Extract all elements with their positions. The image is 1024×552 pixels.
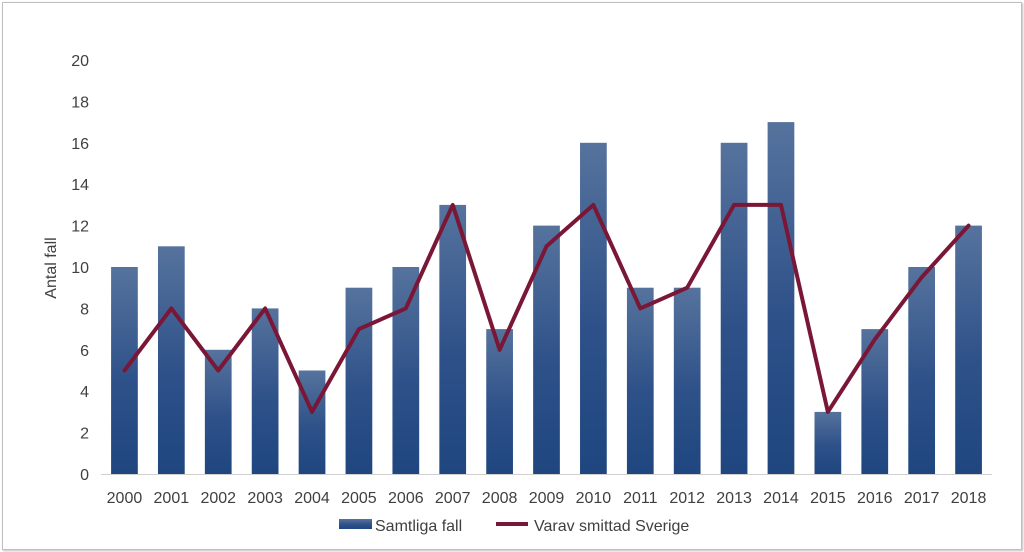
bar (814, 411, 842, 474)
y-tick-label: 0 (80, 467, 89, 484)
x-tick-label: 2003 (247, 490, 283, 507)
bar (298, 370, 326, 474)
y-tick-label: 8 (80, 301, 89, 318)
x-tick-label: 2014 (763, 490, 799, 507)
bar (673, 287, 701, 474)
x-tick-label: 2018 (951, 490, 987, 507)
bar-series (111, 122, 982, 475)
y-tick-label: 18 (71, 94, 89, 111)
bar (251, 308, 279, 474)
x-tick-label: 2010 (576, 490, 612, 507)
x-tick-label: 2017 (904, 490, 940, 507)
y-axis-label: Antal fall (43, 237, 60, 298)
bar (580, 142, 607, 475)
bar (720, 142, 748, 475)
x-tick-label: 2013 (716, 490, 752, 507)
x-tick-label: 2007 (435, 490, 471, 507)
x-tick-label: 2008 (482, 490, 518, 507)
x-axis: 2000 2001 2002 2003 2004 2005 2006 2007 2008 2009… (107, 490, 987, 507)
y-tick-label: 16 (71, 136, 89, 153)
legend-swatch-samtliga-fall (339, 519, 372, 529)
y-tick-label: 2 (80, 426, 89, 443)
x-tick-label: 2004 (294, 490, 330, 507)
bar (767, 122, 795, 474)
y-tick-label: 6 (80, 343, 89, 360)
legend: Samtliga fall Varav smittad Sverige (339, 518, 689, 535)
y-tick-label: 14 (71, 177, 89, 194)
x-tick-label: 2016 (857, 490, 893, 507)
x-tick-label: 2001 (154, 490, 190, 507)
bar (908, 267, 936, 474)
y-tick-label: 4 (80, 384, 89, 401)
y-axis: 0 2 4 6 8 10 12 14 16 18 20 (71, 53, 89, 484)
y-tick-label: 10 (71, 260, 89, 277)
y-tick-label: 20 (71, 53, 89, 70)
x-tick-label: 2000 (107, 490, 143, 507)
bar (626, 287, 654, 474)
line-series (122, 202, 971, 414)
legend-label-varav-smittad-sverige: Varav smittad Sverige (534, 518, 689, 535)
x-tick-label: 2012 (669, 490, 705, 507)
x-tick-label: 2006 (388, 490, 424, 507)
x-tick-label: 2011 (623, 490, 658, 507)
bar (392, 267, 420, 474)
bar (486, 329, 513, 474)
bar (955, 225, 982, 474)
bar (157, 246, 185, 474)
x-tick-label: 2009 (529, 490, 565, 507)
y-tick-label: 12 (71, 219, 89, 236)
bar (345, 287, 373, 474)
x-tick-label: 2002 (200, 490, 236, 507)
x-tick-label: 2005 (341, 490, 377, 507)
x-tick-label: 2015 (810, 490, 846, 507)
bar (439, 204, 467, 474)
legend-label-samtliga-fall: Samtliga fall (375, 518, 462, 535)
